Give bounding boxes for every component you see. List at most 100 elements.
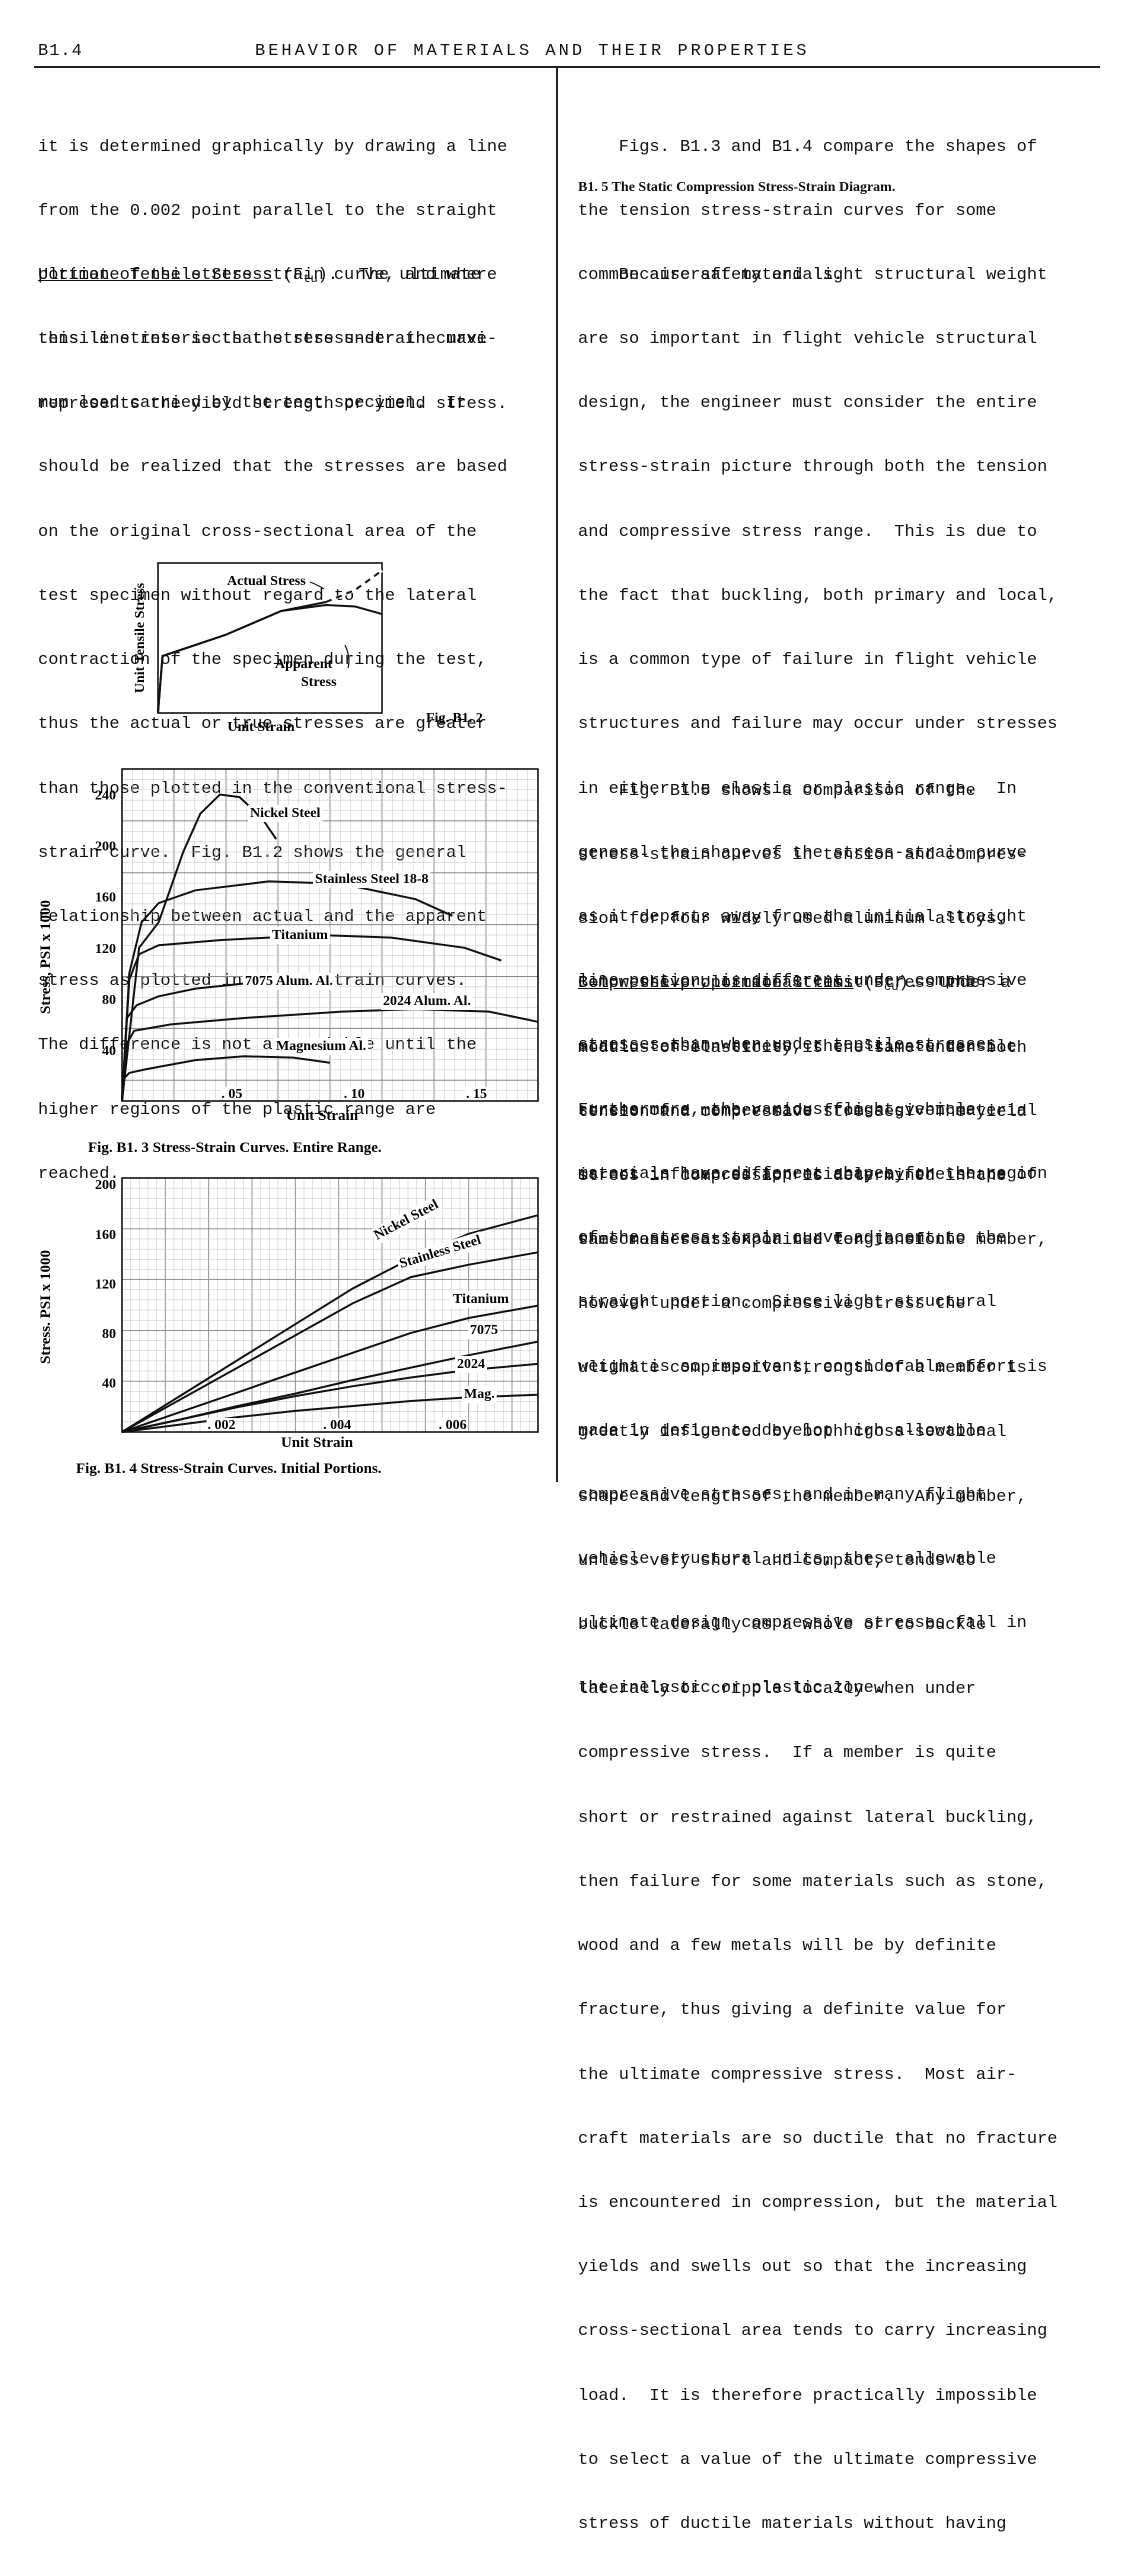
term-ultimate-tensile-stress: Ultimate Tensile Stress [38,265,273,285]
x-tick-label: . 004 [323,1418,351,1433]
text-line: structures and failure may occur under s… [578,715,1058,735]
y-tick-label: 120 [95,942,116,957]
y-tick-label: 120 [95,1277,116,1292]
symbol-subscript: tu [303,271,318,286]
header-rule [34,66,1100,68]
text-line: are so important in flight vehicle struc… [578,330,1038,350]
x-tick-label-background [206,1418,237,1433]
symbol: F [293,265,304,285]
x-tick-label: . 05 [221,1087,242,1102]
text-line: should be realized that the stresses are… [38,458,508,478]
text-line: Furthermore, the various flight vehicle [578,1100,976,1120]
y-tick-label: 160 [95,891,116,906]
x-tick-label-background [465,1087,489,1102]
series-label-background [243,973,335,990]
fig-b1-4-caption: Fig. B1. 4 Stress-Strain Curves. Initial… [76,1461,382,1477]
text-line: and compressive stress range. This is du… [578,522,1038,542]
fig-b1-2-chart: Unit Tensile Stress Unit Strain Actual S… [133,562,483,735]
text-line: stress in compression is determined in t… [578,1167,1007,1187]
dash-mask [325,569,383,604]
section-heading: B1. 5 The Static Compression Stress-Stra… [578,180,896,195]
text-line: Fig. B1.5 shows a comparison of the [578,781,976,801]
text-line: stress-strain curves in tension and comp… [578,846,1027,866]
fig-b1-3-xlabel: Unit Strain [286,1108,359,1124]
text-line: tension and compressive stresses. The yi… [578,1102,1027,1122]
series-label-7075: 7075 [470,1323,498,1338]
text-line: than those plotted in the conventional s… [38,779,508,799]
series-line-apparent-stress [157,603,383,714]
series-label-background [468,1322,500,1339]
text-line: wood and a few metals will be by definit… [578,1937,997,1957]
series-label-titanium: Titanium [272,928,328,943]
series-line-titanium [121,1304,539,1433]
x-tick-label-background [322,1418,353,1433]
text-line: design, the engineer must consider the e… [578,394,1038,414]
text-line: however under a compressive stress the [578,1294,966,1314]
x-tick-label-background [342,1087,366,1102]
series-line-magnesium-al [121,1055,331,1102]
text-line: is encountered in compression, but the m… [578,2193,1058,2213]
series-label-background [462,1386,497,1403]
text-line: it is determined graphically by drawing … [38,137,508,157]
y-tick-label: 40 [102,1376,116,1391]
text-line: is a common type of failure in flight ve… [578,651,1038,671]
series-line-stainless-steel-18-8 [121,880,453,1102]
text-line: greatly influenced by both cross-section… [578,1423,1007,1443]
series-line-nickel-steel [121,793,278,1102]
fig-b1-4-ylabel: Stress. PSI x 1000 [38,1250,54,1364]
x-tick-label: . 10 [344,1087,365,1102]
text-line: line portion, is different under compres… [578,972,1027,992]
text-line: materials have different shapes for the … [578,1164,1048,1184]
text-line: stresses than when under tensile stresse… [578,1036,1007,1056]
series-label-background [455,1356,487,1373]
text-line: weight is so important, considerable eff… [578,1357,1048,1377]
text-line: shape and length of the member. Any memb… [578,1487,1027,1507]
series-label-background [395,1231,486,1274]
y-tick-label: 240 [95,789,116,804]
text-line: fracture, thus giving a definite value f… [578,2001,1007,2021]
text-line: Figs. B1.3 and B1.4 compare the shapes o… [578,137,1038,157]
text-line: buckle laterally as a whole or to buckle [578,1616,987,1635]
text-line: the tension stress-strain curves for som… [578,202,997,222]
text-line: stress of a member made from a given mat… [578,1102,1038,1122]
series-label-2024: 2024 [457,1357,485,1372]
series-label-background [270,927,331,944]
text-line: the cross-section or the length of the m… [578,1230,1048,1250]
series-label-background [451,1291,512,1308]
text-line: Compressive Ultimate Stress (Fcu). Under… [578,973,1011,994]
right-paragraph-4: Compressive Ultimate Stress (Fcu). Under… [578,930,1057,2557]
text-line: general the shape of the stress-strain c… [578,843,1027,863]
symbol-subscript: cu [884,979,899,994]
fig-b1-3-ylabel: Stress, PSI x 1000 [38,900,54,1014]
text-line: common aircraft materials. [578,266,844,286]
fig-b1-2-ylabel: Unit Tensile Stress [133,582,148,693]
column-divider [556,67,558,1482]
text-line: as it departs away from the initial stra… [578,908,1027,927]
text-line: the ultimate compressive stress. Most ai… [578,2065,1017,2085]
text-line: laterally or cripple locally when under [578,1680,976,1700]
y-tick-label: 200 [95,1178,116,1193]
symbol: F [873,973,885,993]
right-paragraph-2: Because safety and light structural weig… [578,222,1057,1720]
text-line: in either the elastic or plastic range. … [578,779,1017,799]
y-tick-label: 80 [102,993,116,1008]
fig-b1-2-xlabel: Unit Strain [227,720,295,735]
text-line: the fact that buckling, both primary and… [578,586,1058,606]
series-line-mag [121,1393,539,1433]
x-tick-label: . 006 [439,1418,467,1433]
series-label-stainless-steel: Stainless Steel [398,1233,483,1272]
plot-frame [121,1177,539,1433]
text-line: contraction of the specimen during the t… [38,651,487,671]
series-label-background [248,805,323,822]
fig-b1-4-xlabel: Unit Strain [281,1435,354,1451]
text-line: Because safety and light structural weig… [578,265,1048,285]
text-line: same manner as explained for tension. [578,1231,956,1251]
text-line: static tension stress, the ultimate tens… [578,1038,1017,1058]
x-tick-label-background [437,1418,468,1433]
y-tick-label: 200 [95,840,116,855]
series-label-background [313,871,431,888]
y-tick-label: 80 [102,1327,116,1342]
y-tick-label: 40 [102,1044,116,1059]
x-tick-label-background [220,1087,244,1102]
right-paragraph-3: Fig. B1.5 shows a comparison of the stre… [578,738,1027,1273]
